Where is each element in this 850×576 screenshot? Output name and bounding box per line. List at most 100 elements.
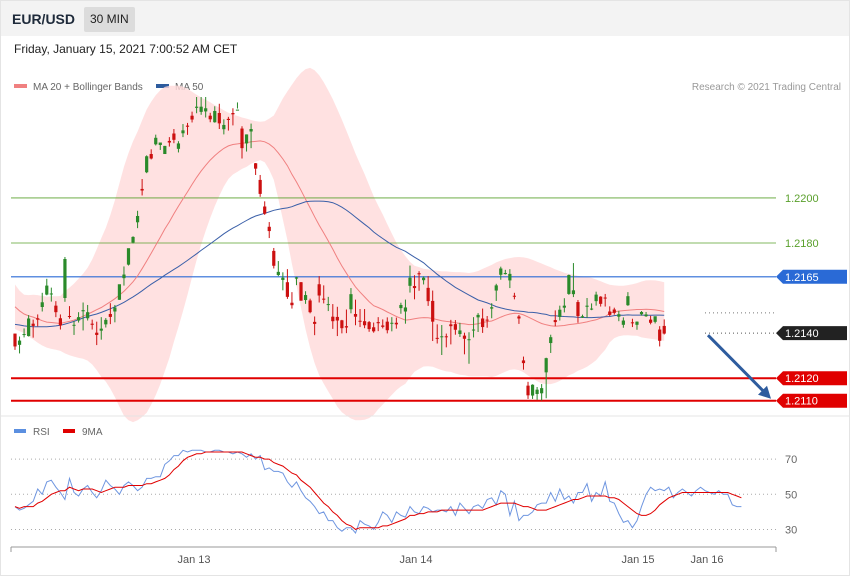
candle-body [290, 302, 294, 306]
candle-body [113, 307, 117, 312]
candle-body [385, 321, 389, 331]
candle-body [217, 113, 221, 124]
level-label-1: 1.2180 [785, 238, 819, 250]
candle-body [331, 316, 335, 322]
level-tag-4 [776, 371, 847, 386]
timeframe-badge[interactable]: 30 MIN [84, 7, 135, 32]
candle-body [499, 268, 503, 275]
candle-body [449, 324, 453, 327]
candle-body [195, 106, 199, 108]
candle-body [299, 282, 303, 301]
candle-body [294, 277, 299, 279]
candle-body [535, 389, 539, 394]
candle-body [122, 274, 126, 279]
candle-body [167, 140, 171, 143]
candle-body [67, 316, 72, 318]
candle-body [249, 129, 253, 132]
candle-body [140, 188, 144, 191]
candle-body [208, 115, 212, 120]
legend-swatch-rsi [14, 429, 26, 433]
level-tag-3 [776, 326, 847, 341]
candle-body [626, 296, 630, 306]
candle-body [135, 215, 140, 223]
legend-label-ma50: MA 50 [175, 82, 204, 93]
candle-body [308, 300, 312, 313]
header-bar: EUR/USD 30 MIN [1, 1, 849, 36]
candle-body [149, 154, 153, 159]
candle-body [108, 313, 112, 317]
candle-body [558, 309, 562, 317]
candle-body [145, 156, 149, 173]
candle-body [17, 340, 22, 345]
candle-body [476, 314, 480, 318]
legend-label-rsi-ma: 9MA [82, 427, 103, 438]
candle-body [639, 311, 644, 315]
forecast-arrowhead [758, 385, 771, 399]
candle-body [617, 314, 621, 317]
candle-body [549, 337, 553, 344]
candle-body [172, 133, 176, 140]
candle-body [494, 285, 498, 291]
candle-body [49, 293, 53, 295]
candle-body [376, 322, 380, 324]
candle-body [485, 319, 489, 321]
candle-body [426, 287, 430, 302]
candle-body [222, 124, 226, 130]
candle-body [576, 302, 580, 317]
candle-body [530, 384, 535, 396]
candle-body [567, 275, 571, 294]
candle-body [381, 325, 385, 327]
candle-body [562, 305, 566, 308]
candle-body [158, 142, 162, 145]
candle-body [176, 143, 181, 149]
candle-body [72, 324, 76, 326]
candle-body [594, 294, 598, 302]
candle-body [104, 319, 108, 325]
level-label-4: 1.2120 [785, 373, 819, 385]
candle-body [31, 323, 35, 326]
candle-body [185, 125, 190, 127]
candle-body [621, 320, 625, 325]
candle-body [95, 332, 99, 335]
rsi-tick-70: 70 [785, 454, 797, 466]
candle-body [163, 145, 167, 155]
candle-body [658, 329, 662, 341]
candle-body [281, 277, 285, 280]
candle-body [349, 294, 353, 310]
candle-body [490, 307, 494, 309]
candle-body [422, 277, 426, 281]
candle-body [272, 250, 276, 266]
ma50-line [14, 200, 665, 328]
candle-body [276, 271, 280, 276]
candle-body [313, 321, 317, 324]
candle-body [303, 295, 308, 301]
candle-body [213, 110, 217, 123]
candle-body [599, 296, 603, 304]
candle-body [362, 321, 367, 326]
candle-body [36, 318, 40, 320]
candle-body [471, 329, 476, 331]
candle-body [58, 318, 62, 326]
forecast-arrow [706, 334, 767, 394]
candle-body [440, 336, 444, 338]
rsi-line [14, 449, 742, 534]
candle-body [467, 339, 471, 341]
candle-body [444, 336, 448, 338]
candle-body [181, 130, 185, 134]
candle-body [235, 109, 240, 111]
candle-body [458, 330, 462, 335]
candle-body [263, 206, 267, 214]
legend-swatch-ma20 [14, 84, 27, 88]
candle-body [649, 319, 653, 323]
candle-body [190, 115, 194, 120]
legend-label-ma20: MA 20 + Bollinger Bands [33, 82, 143, 93]
candle-body [76, 317, 81, 321]
level-label-2: 1.2165 [785, 272, 819, 284]
candle-body [81, 310, 85, 312]
candle-body [403, 307, 408, 312]
x-tick-label: Jan 15 [621, 554, 654, 566]
candle-body [344, 326, 349, 328]
candle-body [453, 324, 457, 330]
candle-body [54, 305, 58, 313]
legend-label-rsi: RSI [33, 427, 50, 438]
